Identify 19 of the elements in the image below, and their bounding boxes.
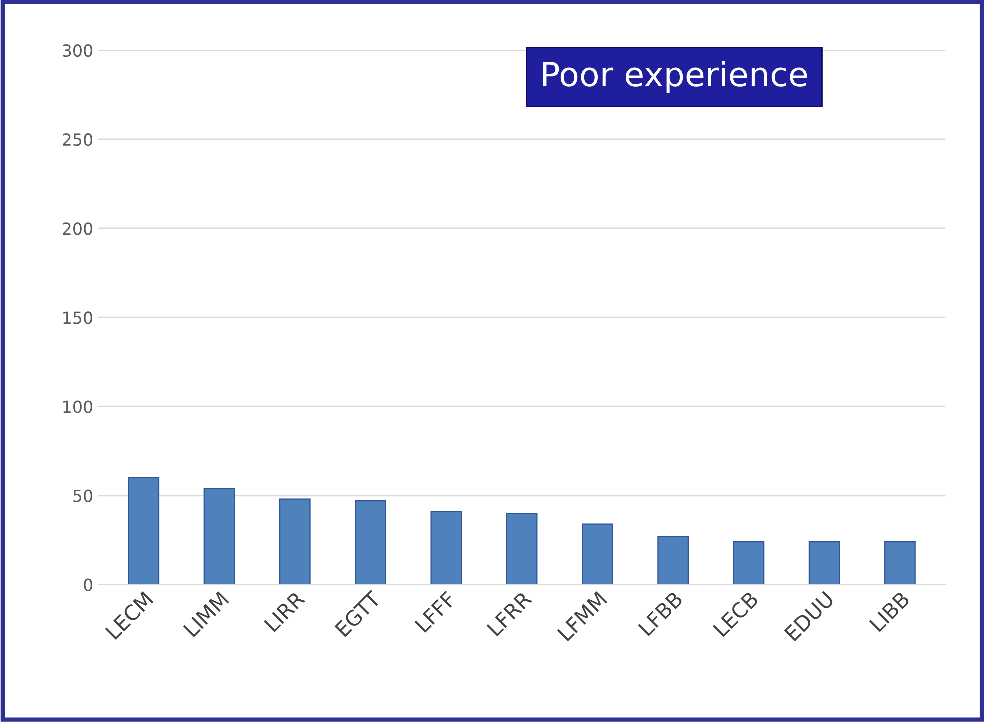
y-tick-label: 200 [63,222,93,236]
bar [582,524,614,585]
bar [204,488,236,585]
y-tick-label: 50 [74,490,93,502]
bar [733,542,765,585]
y-tick-label: 300 [63,44,93,58]
bar [128,477,160,585]
bar [279,498,311,585]
bar [355,500,386,585]
bar [658,536,689,585]
bar [430,511,462,585]
bar [506,513,538,585]
y-tick-label: 150 [64,312,93,324]
y-tick-label: 100 [64,400,93,414]
chart-title: Poor experience [543,61,808,94]
y-tick-label: 250 [63,134,93,146]
y-tick-label: 0 [84,578,93,592]
bar [884,542,916,585]
bar [808,542,840,585]
